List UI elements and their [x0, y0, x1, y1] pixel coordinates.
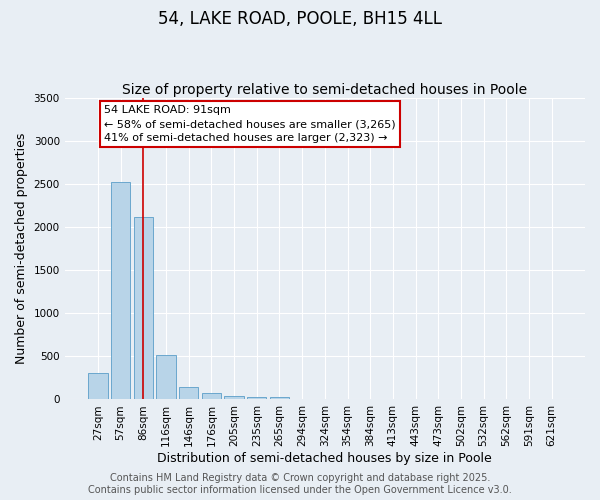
- Bar: [134, 217, 153, 400]
- Bar: [179, 386, 199, 400]
- Bar: [88, 373, 107, 400]
- Bar: [111, 182, 130, 400]
- Bar: [224, 396, 244, 400]
- Text: 54, LAKE ROAD, POOLE, BH15 4LL: 54, LAKE ROAD, POOLE, BH15 4LL: [158, 10, 442, 28]
- Title: Size of property relative to semi-detached houses in Poole: Size of property relative to semi-detach…: [122, 83, 527, 97]
- Bar: [270, 397, 289, 400]
- Text: Contains HM Land Registry data © Crown copyright and database right 2025.
Contai: Contains HM Land Registry data © Crown c…: [88, 474, 512, 495]
- Y-axis label: Number of semi-detached properties: Number of semi-detached properties: [15, 133, 28, 364]
- Bar: [247, 397, 266, 400]
- Text: 54 LAKE ROAD: 91sqm
← 58% of semi-detached houses are smaller (3,265)
41% of sem: 54 LAKE ROAD: 91sqm ← 58% of semi-detach…: [104, 105, 396, 143]
- Bar: [157, 354, 176, 400]
- Bar: [202, 394, 221, 400]
- X-axis label: Distribution of semi-detached houses by size in Poole: Distribution of semi-detached houses by …: [157, 452, 492, 465]
